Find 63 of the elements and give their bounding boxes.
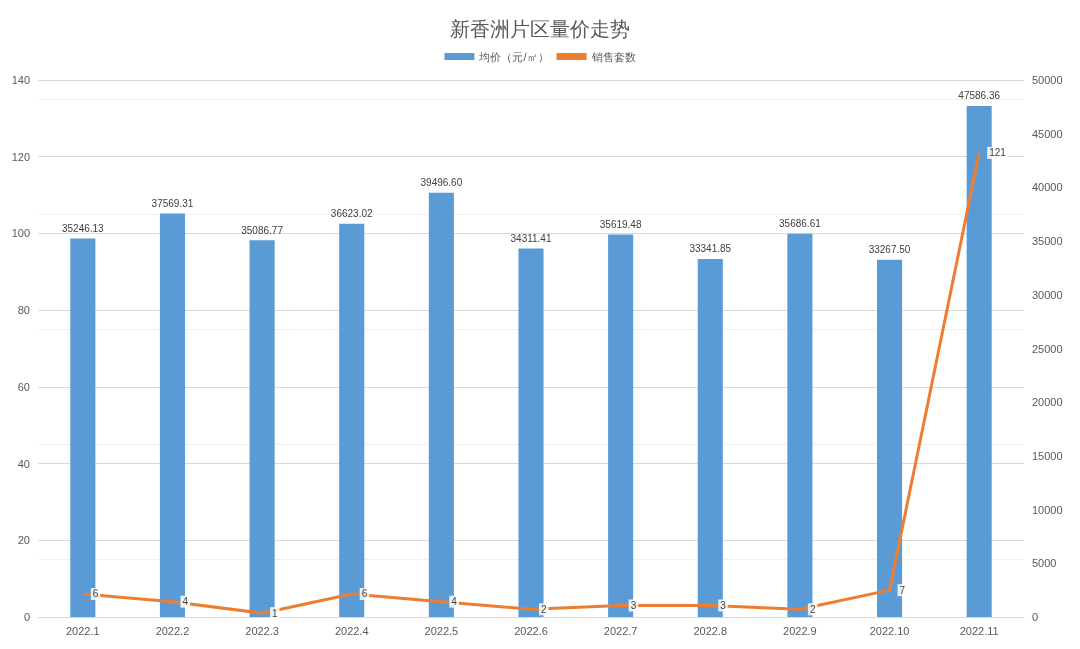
data-label: 34311.41 bbox=[510, 233, 552, 244]
data-label: 33341.85 bbox=[689, 243, 732, 255]
x-tick-label: 2022.9 bbox=[783, 624, 817, 637]
data-label: 4 bbox=[182, 596, 189, 608]
data-label: 35246.13 bbox=[61, 222, 105, 234]
y-tick-label: 60 bbox=[17, 380, 30, 393]
y2-tick-label: 15000 bbox=[1032, 449, 1063, 462]
bar bbox=[608, 234, 634, 617]
data-label: 7 bbox=[899, 584, 906, 596]
x-tick-label: 2022.2 bbox=[155, 624, 190, 637]
x-tick-label: 2022.8 bbox=[693, 624, 728, 637]
x-tick-label: 2022.1 bbox=[65, 624, 100, 637]
y-tick-label: 140 bbox=[11, 74, 30, 86]
bar bbox=[339, 223, 365, 617]
y-tick-label: 120 bbox=[11, 150, 30, 163]
data-label: 36623.02 bbox=[330, 208, 374, 220]
y-tick-label: 100 bbox=[11, 227, 30, 240]
data-label: 35686.61 bbox=[779, 218, 822, 230]
y2-tick-label: 35000 bbox=[1032, 235, 1063, 248]
y2-tick-label: 50000 bbox=[1032, 74, 1063, 86]
y-tick-label: 80 bbox=[17, 304, 30, 317]
legend-label: 均价（元/㎡） bbox=[478, 50, 549, 63]
data-label: 35619.48 bbox=[599, 218, 642, 230]
data-label: 4 bbox=[451, 596, 458, 608]
y2-tick-label: 45000 bbox=[1032, 127, 1063, 140]
data-label: 121 bbox=[989, 147, 1007, 159]
data-label: 2 bbox=[541, 603, 547, 615]
bar bbox=[966, 105, 992, 617]
data-label: 3 bbox=[720, 599, 727, 611]
chart-title: 新香洲片区量价走势 bbox=[450, 18, 630, 40]
y-tick-label: 0 bbox=[23, 611, 30, 623]
data-label: 2 bbox=[809, 603, 816, 615]
y2-tick-label: 30000 bbox=[1032, 288, 1063, 301]
bar bbox=[249, 240, 275, 617]
data-label: 37569.31 bbox=[151, 198, 194, 210]
y2-tick-label: 0 bbox=[1032, 611, 1039, 623]
data-label: 35086.77 bbox=[241, 224, 284, 236]
x-tick-label: 2022.6 bbox=[514, 624, 548, 637]
x-tick-label: 2022.5 bbox=[424, 624, 459, 637]
data-label: 39496.60 bbox=[420, 177, 463, 189]
x-tick-label: 2022.3 bbox=[245, 624, 279, 637]
legend-label: 销售套数 bbox=[590, 50, 636, 63]
data-label: 6 bbox=[92, 588, 99, 600]
y2-tick-label: 20000 bbox=[1032, 396, 1063, 409]
bar bbox=[70, 238, 96, 617]
data-label: 1 bbox=[272, 607, 279, 619]
y2-tick-label: 25000 bbox=[1032, 342, 1063, 355]
y-tick-label: 40 bbox=[17, 457, 30, 470]
bar bbox=[787, 233, 813, 617]
y2-tick-label: 5000 bbox=[1032, 557, 1057, 570]
x-tick-label: 2022.7 bbox=[603, 624, 638, 637]
data-label: 33267.50 bbox=[868, 244, 911, 256]
data-label: 47586.36 bbox=[958, 90, 1001, 102]
y-tick-label: 20 bbox=[17, 534, 30, 547]
y2-tick-label: 40000 bbox=[1032, 181, 1063, 194]
data-label: 3 bbox=[630, 599, 637, 611]
bar bbox=[518, 248, 544, 617]
x-tick-label: 2022.11 bbox=[959, 624, 999, 637]
x-tick-label: 2022.4 bbox=[334, 624, 369, 637]
data-label: 6 bbox=[361, 588, 368, 600]
bar bbox=[877, 259, 903, 617]
x-tick-label: 2022.10 bbox=[869, 624, 910, 637]
y2-tick-label: 10000 bbox=[1032, 503, 1063, 516]
